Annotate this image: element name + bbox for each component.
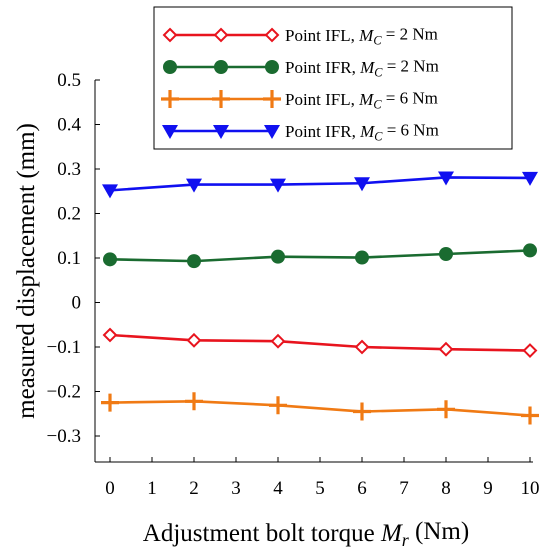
- series-4: [102, 171, 538, 199]
- data-point: [101, 393, 119, 412]
- data-point: [522, 171, 538, 186]
- series-3: [101, 392, 539, 425]
- x-tick-label: 8: [441, 478, 451, 499]
- legend-item: Point IFL, MC = 2 Nm: [162, 25, 438, 48]
- data-point: [522, 343, 538, 358]
- y-tick-label: 0.5: [57, 70, 81, 91]
- y-axis-title: measured displacement (mm): [13, 123, 40, 419]
- y-ticks: 0.5 0.4 0.3 0.2 0.1 0 −0.1 −0.2 −0.3: [47, 70, 100, 447]
- legend-marker: [214, 60, 228, 74]
- legend-marker: [265, 60, 279, 74]
- legend-marker: [213, 125, 229, 139]
- x-tick-label: 0: [105, 478, 115, 499]
- data-point: [355, 250, 369, 265]
- data-point: [185, 392, 203, 411]
- legend-marker: [161, 90, 179, 108]
- legend-box: [153, 6, 513, 150]
- legend-item: Point IFR, MC = 2 Nm: [163, 57, 439, 80]
- y-tick-label: 0.1: [57, 248, 81, 269]
- legend: Point IFL, MC = 2 Nm Point IFR, MC = 2 Nm…: [153, 6, 513, 150]
- legend-label: Point IFR, MC = 2 Nm: [285, 57, 439, 80]
- series-1: [102, 327, 538, 358]
- legend-item: Point IFL, MC = 6 Nm: [161, 89, 438, 112]
- series-line: [109, 333, 531, 352]
- series-2: [103, 243, 537, 269]
- x-tick-label: 7: [399, 478, 409, 499]
- y-tick-label: −0.2: [47, 382, 81, 403]
- data-point: [186, 178, 202, 193]
- x-tick-label: 1: [147, 478, 157, 499]
- data-point: [103, 252, 117, 267]
- data-point: [102, 184, 118, 199]
- data-point: [437, 400, 455, 419]
- data-point: [439, 246, 453, 261]
- legend-marker: [162, 125, 178, 139]
- data-point: [186, 332, 202, 348]
- legend-marker: [263, 90, 281, 108]
- legend-item: Point IFR, MC = 6 Nm: [162, 121, 439, 144]
- legend-marker: [162, 27, 178, 43]
- legend-marker: [264, 27, 280, 43]
- legend-label: Point IFL, MC = 6 Nm: [285, 89, 438, 112]
- legend-marker: [212, 90, 230, 108]
- data-point: [102, 327, 118, 343]
- y-tick-label: 0.2: [57, 204, 81, 225]
- x-tick-label: 5: [315, 478, 325, 499]
- data-point: [187, 254, 201, 269]
- data-point: [269, 396, 287, 415]
- legend-items: Point IFL, MC = 2 Nm Point IFR, MC = 2 Nm…: [161, 25, 439, 144]
- x-tick-label: 4: [273, 478, 283, 499]
- legend-label: Point IFR, MC = 6 Nm: [285, 121, 439, 144]
- x-tick-label: 10: [521, 478, 540, 499]
- legend-label: Point IFL, MC = 2 Nm: [285, 25, 438, 48]
- data-point: [438, 171, 454, 186]
- x-tick-label: 3: [231, 478, 241, 499]
- data-point: [270, 178, 286, 193]
- data-point: [438, 341, 454, 357]
- y-tick-label: 0.4: [57, 115, 81, 136]
- data-point: [353, 402, 371, 421]
- data-point: [354, 339, 370, 355]
- y-tick-label: 0.3: [57, 159, 81, 180]
- plot-area: [94, 80, 533, 463]
- series-line: [109, 249, 531, 263]
- data-point: [271, 249, 285, 264]
- legend-marker: [264, 125, 280, 139]
- y-tick-label: 0: [72, 293, 82, 314]
- series-layer: [101, 171, 539, 425]
- y-tick-label: −0.3: [47, 426, 81, 447]
- data-point: [523, 243, 537, 258]
- data-point: [270, 333, 286, 349]
- series-line: [109, 399, 531, 417]
- series-line: [109, 176, 531, 192]
- y-tick-label: −0.1: [47, 337, 81, 358]
- x-tick-label: 6: [357, 478, 367, 499]
- x-tick-label: 9: [483, 478, 493, 499]
- data-point: [354, 177, 370, 192]
- x-axis-title: Adjustment bolt torque Mr (Nm): [143, 518, 469, 550]
- legend-marker: [213, 27, 229, 43]
- x-tick-label: 2: [189, 478, 199, 499]
- data-point: [521, 406, 539, 425]
- x-ticks: 0 1 2 3 4 5 6 7 8 9 10: [105, 457, 540, 499]
- legend-marker: [163, 60, 177, 74]
